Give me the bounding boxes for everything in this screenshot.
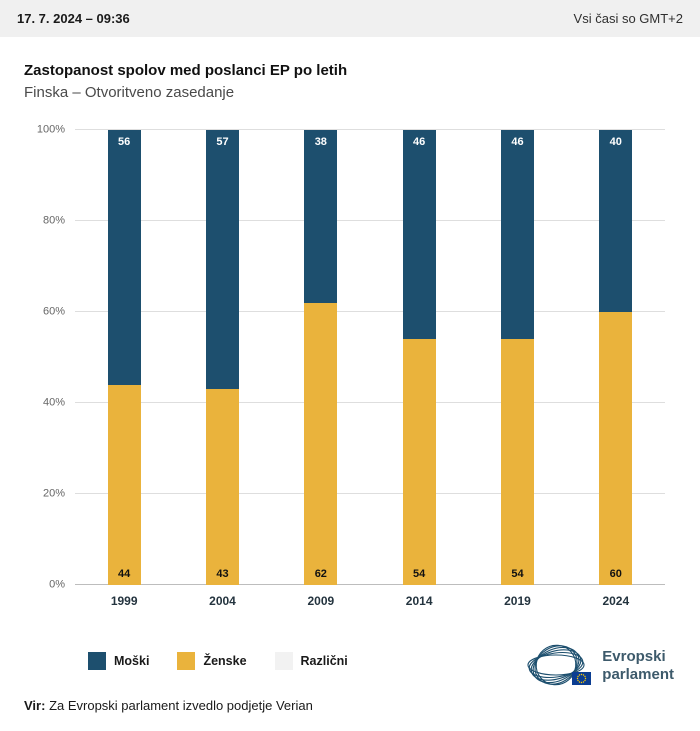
bar-group: 46 54 [370, 130, 468, 585]
gridline [75, 584, 665, 585]
x-axis-label: 2014 [405, 594, 433, 608]
y-axis-tick-label: 20% [42, 487, 65, 500]
men-value-label: 46 [511, 136, 524, 148]
bar-group: 38 62 [272, 130, 370, 585]
women-segment: 44 [107, 384, 141, 585]
stacked-bar: 56 44 [107, 130, 141, 585]
stacked-bar: 38 62 [304, 130, 338, 585]
gridline [75, 493, 665, 494]
page-subtitle: Finska – Otvoritveno zasedanje [24, 84, 235, 101]
men-segment: 46 [500, 130, 534, 340]
logo-text-line2: parlament [602, 666, 674, 683]
footer-row: Moški Ženske Različni [24, 642, 676, 694]
source-note: Vir: Za Evropski parlament izvedlo podje… [24, 698, 676, 713]
x-axis-label: 2019 [504, 594, 531, 608]
ep-logo: Evropski parlament [526, 642, 674, 690]
bars-row: 56 44 57 43 38 62 46 54 46 54 40 60 [75, 130, 665, 585]
women-segment: 54 [402, 339, 436, 585]
men-value-label: 56 [118, 136, 131, 148]
men-segment: 40 [599, 130, 633, 312]
men-value-label: 57 [216, 136, 229, 148]
stacked-bar: 57 43 [205, 130, 239, 585]
women-value-label: 44 [118, 567, 131, 580]
men-value-label: 46 [413, 136, 426, 148]
y-axis-tick-label: 80% [42, 214, 65, 227]
women-segment: 60 [599, 312, 633, 585]
x-axis-label: 2004 [209, 594, 236, 608]
stacked-bar-chart: 0% 20% 40% 60% 80% 100% 56 44 57 43 38 62 46 54 46 54 4… [37, 124, 665, 590]
x-axis: 1999 2004 2009 2014 2019 2024 [75, 585, 665, 608]
ep-spiral-icon [527, 644, 592, 686]
men-value-label: 40 [609, 136, 622, 148]
legend-swatch [274, 652, 293, 670]
legend-item: Ženske [177, 652, 247, 670]
timezone-note: Vsi časi so GMT+2 [573, 11, 683, 26]
women-value-label: 54 [511, 567, 524, 580]
women-value-label: 54 [413, 567, 426, 580]
x-axis-label: 1999 [110, 594, 138, 608]
bar-group: 57 43 [173, 130, 271, 585]
men-segment: 56 [107, 130, 141, 385]
men-segment: 57 [205, 130, 239, 390]
men-segment: 38 [304, 130, 338, 303]
page-title: Zastopanost spolov med poslanci EP po le… [24, 62, 348, 79]
legend-item: Različni [274, 652, 348, 670]
women-value-label: 43 [216, 567, 229, 580]
source-prefix: Vir: [24, 698, 46, 713]
women-value-label: 62 [314, 567, 327, 580]
men-value-label: 38 [314, 136, 327, 148]
stacked-bar: 46 54 [402, 130, 436, 585]
y-axis-tick-label: 60% [42, 305, 65, 318]
logo-text: Evropski parlament [602, 648, 674, 684]
x-axis-label: 2024 [602, 594, 630, 608]
women-value-label: 60 [609, 568, 622, 580]
men-segment: 46 [402, 130, 436, 340]
gridline [75, 220, 665, 221]
women-segment: 43 [205, 389, 239, 585]
legend-swatch [177, 652, 196, 670]
header-bar: 17. 7. 2024 – 09:36 Vsi časi so GMT+2 [0, 0, 700, 37]
legend-label: Ženske [203, 654, 247, 668]
gridline [75, 402, 665, 403]
gridline [75, 129, 665, 130]
y-axis-tick-label: 100% [36, 123, 65, 136]
legend-label: Moški [114, 654, 150, 668]
stacked-bar: 46 54 [500, 130, 534, 585]
bar-group: 56 44 [75, 130, 173, 585]
y-axis-tick-label: 0% [49, 578, 65, 591]
logo-text-line1: Evropski [602, 648, 666, 665]
eu-flag-icon [572, 672, 592, 685]
legend-item: Moški [88, 652, 149, 670]
y-axis-tick-label: 40% [42, 396, 65, 409]
legend: Moški Ženske Različni [88, 652, 348, 670]
source-text-value: Za Evropski parlament izvedlo podjetje V… [49, 698, 313, 713]
bar-group: 46 54 [468, 130, 566, 585]
x-axis-label: 2009 [307, 594, 335, 608]
women-segment: 54 [500, 339, 534, 585]
bar-group: 40 60 [567, 130, 665, 585]
gridline [75, 311, 665, 312]
women-segment: 62 [304, 302, 338, 585]
datetime-text: 17. 7. 2024 – 09:36 [17, 11, 130, 26]
stacked-bar: 40 60 [599, 130, 633, 585]
legend-label: Različni [300, 654, 348, 668]
legend-swatch [88, 652, 106, 670]
